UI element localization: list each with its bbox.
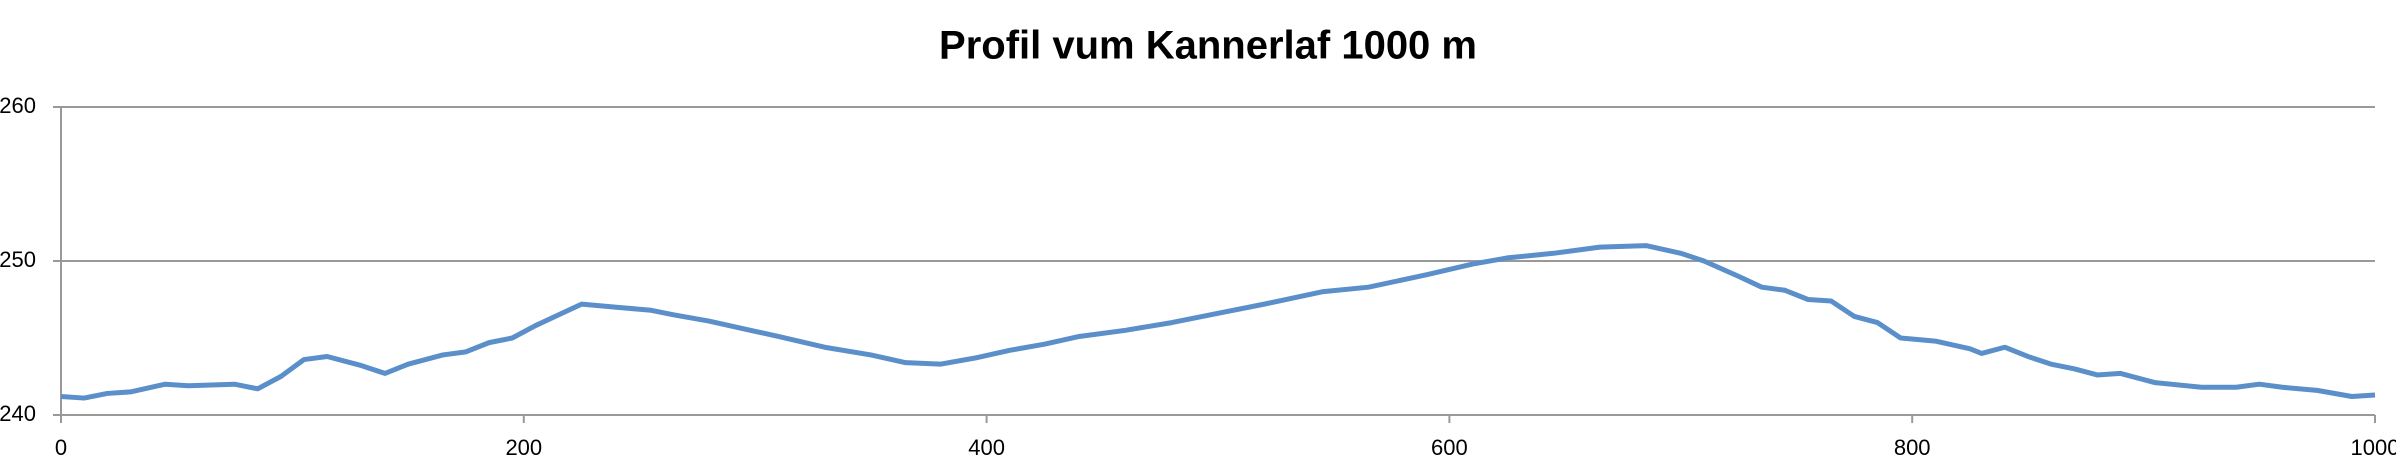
y-tick-label: 260 — [0, 93, 36, 118]
x-tick-label: 1000 — [2351, 435, 2396, 460]
y-tick-label: 240 — [0, 401, 36, 426]
chart-title: Profil vum Kannerlaf 1000 m — [939, 24, 1477, 68]
x-tick-label: 800 — [1894, 435, 1931, 460]
x-tick-label: 0 — [55, 435, 67, 460]
line — [60, 243, 2376, 401]
x-tick-label: 600 — [1431, 435, 1468, 460]
y-tick-label: 250 — [0, 247, 36, 272]
x-tick-label: 400 — [968, 435, 1005, 460]
x-tick-label: 200 — [505, 435, 542, 460]
